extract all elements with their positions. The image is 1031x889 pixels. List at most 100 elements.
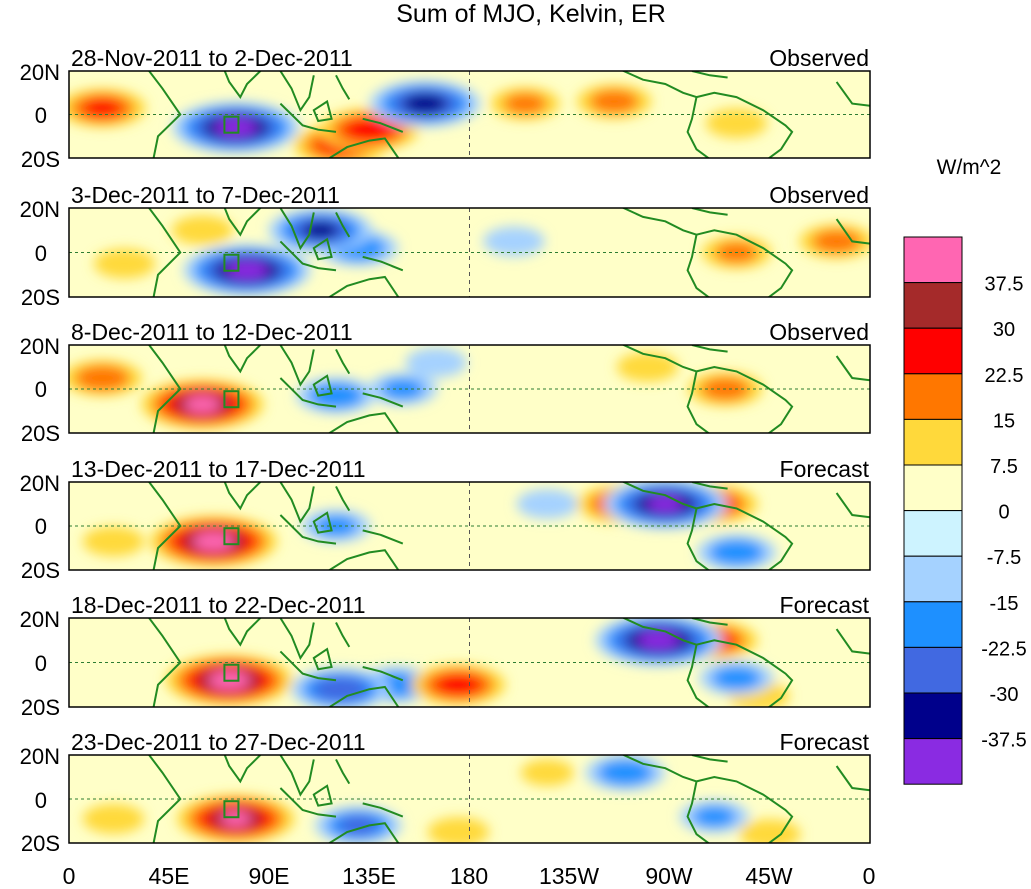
colorbar-label: 22.5 — [985, 365, 1024, 387]
panel: 18-Dec-2011 to 22-Dec-2011 Forecast 20N … — [20, 592, 871, 720]
anomaly-contour — [313, 677, 368, 702]
anomaly-contour — [711, 666, 762, 690]
colorbar: 37.5 30 22.5 15 7.5 0 -7.5 -15 -22.5 -30 -37.5 — [903, 236, 1027, 785]
lon-tick-label: 0 — [63, 863, 76, 889]
anomaly-contour — [338, 815, 378, 835]
coastline — [279, 618, 315, 661]
colorbar-swatch — [903, 510, 963, 557]
land-outline — [69, 618, 870, 707]
lat-tick-label: 20S — [21, 695, 60, 720]
panel-kind: Observed — [769, 182, 869, 208]
coastline — [312, 99, 333, 123]
coastline — [327, 549, 400, 570]
lon-axis: 0 45E 90E 135E 180 135W 90W 45W 0 — [63, 863, 876, 889]
lat-tick-label: 20S — [21, 831, 60, 856]
land-outline — [69, 482, 870, 570]
coastline — [835, 492, 870, 519]
coastline — [147, 755, 182, 843]
anomaly-contour — [516, 489, 579, 519]
region-box — [223, 390, 240, 409]
chart-title: Sum of MJO, Kelvin, ER — [396, 0, 666, 28]
anomaly-contour — [82, 804, 145, 834]
coastline — [362, 802, 404, 818]
coastline — [621, 345, 697, 373]
anomaly-contour — [637, 630, 680, 650]
lat-tick-label: 0 — [35, 241, 47, 266]
anomaly-contour — [520, 759, 574, 786]
anomaly-contour — [692, 805, 736, 828]
coastline — [327, 412, 400, 433]
lon-tick-label: 0 — [863, 863, 876, 889]
lat-tick-label: 20S — [21, 558, 60, 583]
coastline — [223, 618, 262, 647]
coastline — [223, 208, 262, 237]
coastline — [312, 374, 333, 397]
coastline — [335, 74, 351, 100]
coastline — [279, 482, 315, 524]
panel-frame — [68, 70, 871, 159]
colorbar-swatch — [903, 646, 963, 694]
panel-frame — [68, 207, 871, 298]
coastline — [621, 482, 697, 510]
coastline — [147, 208, 182, 297]
lat-tick-label: 20N — [20, 607, 60, 632]
coastline — [686, 371, 711, 433]
anomaly-contour — [647, 495, 684, 513]
panel-frame — [68, 617, 871, 708]
anomaly-contour — [93, 248, 156, 279]
coastline — [362, 666, 404, 682]
anomaly-contour — [434, 673, 483, 696]
lat-tick-label: 20N — [20, 60, 60, 85]
coastline — [279, 208, 315, 251]
panel-date-range: 3-Dec-2011 to 7-Dec-2011 — [71, 182, 340, 208]
coastline — [835, 628, 870, 655]
panel-date-range: 18-Dec-2011 to 22-Dec-2011 — [71, 592, 366, 618]
coastline — [279, 755, 315, 797]
anomaly-field — [93, 208, 870, 296]
anomaly-contour — [82, 98, 122, 118]
colorbar-label: -7.5 — [987, 547, 1021, 569]
anomaly-contour — [226, 260, 268, 280]
region-box — [223, 115, 240, 134]
lon-tick-label: 180 — [450, 863, 488, 889]
land-outline — [69, 755, 870, 843]
coastline — [686, 781, 711, 843]
coastline — [147, 71, 182, 158]
panel: 8-Dec-2011 to 12-Dec-2011 Observed 20N 0… — [20, 319, 871, 446]
coastline — [147, 618, 182, 707]
colorbar-label: -37.5 — [981, 730, 1027, 752]
land-outline — [69, 345, 870, 433]
panel: 13-Dec-2011 to 17-Dec-2011 Forecast 20N … — [20, 456, 871, 583]
coastline — [312, 647, 333, 671]
coastline — [696, 229, 794, 297]
panel: 23-Dec-2011 to 27-Dec-2011 Forecast 20N … — [20, 729, 871, 856]
coastline — [279, 345, 315, 387]
coastline — [696, 365, 794, 433]
coastline — [621, 618, 697, 646]
land-outline — [69, 71, 870, 158]
anomaly-contour — [192, 531, 235, 551]
lon-tick-label: 135W — [539, 863, 599, 889]
anomaly-field — [69, 80, 768, 158]
coastline — [327, 275, 400, 297]
anomaly-contour — [503, 92, 547, 115]
lat-tick-label: 20N — [20, 197, 60, 222]
anomaly-contour — [597, 759, 653, 786]
coastline — [312, 237, 333, 261]
coastline — [686, 96, 711, 158]
coastline — [335, 622, 351, 648]
coastline — [327, 137, 400, 158]
coastline — [147, 482, 182, 570]
anomaly-contour — [402, 93, 448, 114]
lat-tick-label: 20S — [21, 421, 60, 446]
lat-tick-label: 0 — [35, 377, 47, 402]
lon-tick-label: 45W — [745, 863, 793, 889]
coastline — [312, 784, 333, 807]
panel-kind: Forecast — [780, 729, 870, 755]
coastline — [696, 91, 794, 158]
colorbar-label: -30 — [990, 684, 1019, 706]
anomaly-contour — [220, 811, 252, 827]
anomaly-contour — [74, 365, 130, 391]
anomaly-contour — [483, 226, 545, 257]
coastline — [362, 117, 404, 133]
